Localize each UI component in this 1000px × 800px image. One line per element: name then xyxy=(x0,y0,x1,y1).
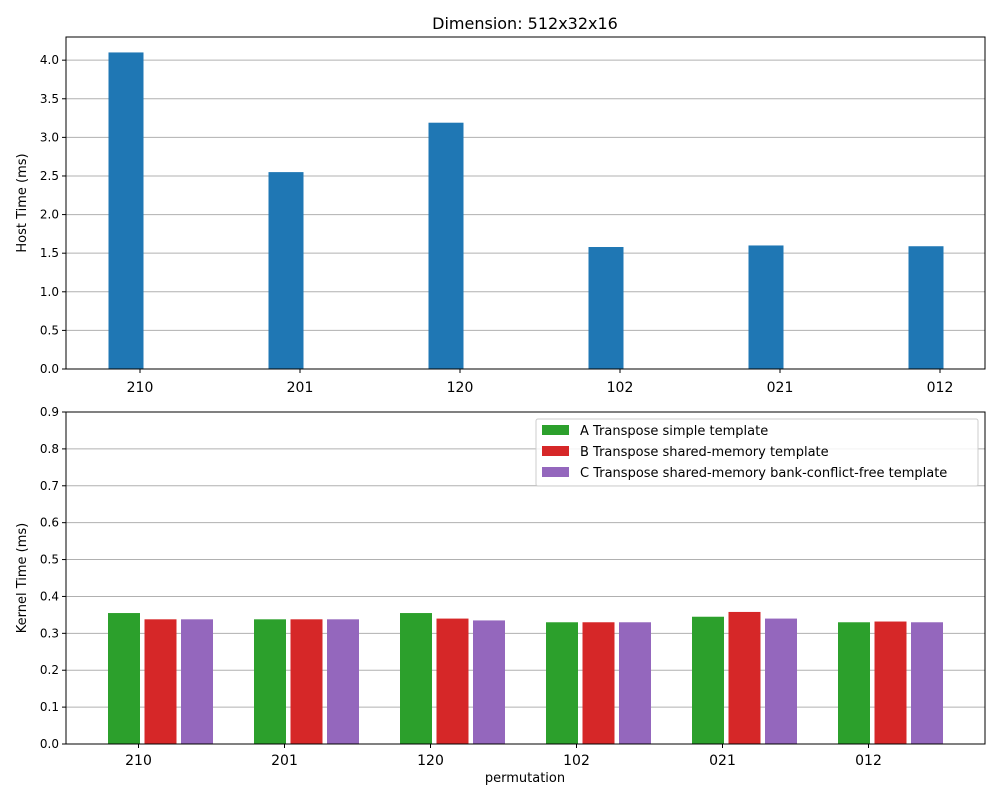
bar xyxy=(108,52,144,369)
y-tick-label: 2.5 xyxy=(40,169,59,183)
y-tick-label: 0.6 xyxy=(40,516,59,530)
bar xyxy=(728,611,761,744)
bar xyxy=(911,622,943,744)
legend-swatch-b xyxy=(542,446,569,456)
bar xyxy=(692,616,724,744)
bar-series xyxy=(108,611,943,744)
x-tick-label: 201 xyxy=(271,753,298,769)
y-tick-label: 0.2 xyxy=(40,663,59,677)
y-tick-label: 0.1 xyxy=(40,700,59,714)
y-tick-label: 0.3 xyxy=(40,626,59,640)
bar xyxy=(108,613,140,744)
y-gridlines xyxy=(66,59,985,370)
y-tick-label: 1.0 xyxy=(40,285,59,299)
y-tick-label: 0.9 xyxy=(40,405,59,419)
x-tick-label: 102 xyxy=(563,753,590,769)
bar xyxy=(582,622,615,744)
x-tick-label: 102 xyxy=(607,380,634,396)
y-tick-label: 1.5 xyxy=(40,246,59,260)
bar xyxy=(748,245,784,369)
bar xyxy=(874,621,907,744)
y-tick-label: 3.5 xyxy=(40,92,59,106)
bar xyxy=(436,618,469,744)
bar-series xyxy=(108,52,944,369)
bar xyxy=(327,619,359,744)
legend-label-b: B Transpose shared-memory template xyxy=(580,445,829,460)
bar xyxy=(268,172,304,369)
x-tick-label: 120 xyxy=(417,753,444,769)
host-time-chart: Dimension: 512x32x16 0.0 0.5 1.0 1.5 2.0 2.5 3… xyxy=(15,14,986,396)
kernel-time-chart: 0.0 0.1 0.2 0.3 0.4 0.5 0.6 0.7 0.8 0.9 210 201 120… xyxy=(15,405,986,786)
bar xyxy=(619,622,651,744)
x-tick-label: 201 xyxy=(287,380,314,396)
x-tick-label: 210 xyxy=(125,753,152,769)
y-tick-label: 2.0 xyxy=(40,208,59,222)
bar xyxy=(428,122,464,369)
bar xyxy=(473,620,505,744)
legend-swatch-a xyxy=(542,425,569,435)
y-axis-title: Kernel Time (ms) xyxy=(15,523,30,634)
bar xyxy=(546,622,578,744)
y-tick-label: 0.8 xyxy=(40,442,59,456)
y-tick-label: 0.4 xyxy=(40,589,59,603)
y-tick-label: 0.5 xyxy=(40,553,59,567)
x-axis-ticks: 210 201 120 102 021 012 xyxy=(125,744,882,769)
y-tick-label: 3.0 xyxy=(40,130,59,144)
bar xyxy=(908,246,944,369)
legend-label-c: C Transpose shared-memory bank-conflict-… xyxy=(580,466,947,481)
y-tick-label: 0.7 xyxy=(40,479,59,493)
y-axis-ticks: 0.0 0.5 1.0 1.5 2.0 2.5 3.0 3.5 4.0 xyxy=(40,53,66,376)
x-tick-label: 021 xyxy=(767,380,794,396)
legend-swatch-c xyxy=(542,467,569,477)
y-tick-label: 0.5 xyxy=(40,323,59,337)
legend-box xyxy=(535,418,979,487)
y-axis-title: Host Time (ms) xyxy=(15,153,30,252)
y-axis-ticks: 0.0 0.1 0.2 0.3 0.4 0.5 0.6 0.7 0.8 0.9 xyxy=(40,405,66,751)
bar xyxy=(144,619,177,744)
bar xyxy=(181,619,213,744)
x-tick-label: 210 xyxy=(127,380,154,396)
x-tick-label: 120 xyxy=(447,380,474,396)
plot-frame xyxy=(65,411,986,745)
x-tick-label: 012 xyxy=(855,753,882,769)
y-tick-label: 0.0 xyxy=(40,362,59,376)
bar xyxy=(765,618,797,744)
x-axis-ticks: 210 201 120 102 021 012 xyxy=(127,369,954,396)
x-tick-label: 012 xyxy=(927,380,954,396)
bar xyxy=(290,619,323,744)
bar xyxy=(254,619,286,744)
bar xyxy=(400,613,432,744)
bar xyxy=(838,622,870,744)
legend: A Transpose simple template B Transpose … xyxy=(535,418,979,487)
bar xyxy=(588,247,624,369)
y-tick-label: 4.0 xyxy=(40,53,59,67)
plot-frame xyxy=(65,36,986,370)
x-axis-title: permutation xyxy=(485,771,565,786)
x-tick-label: 021 xyxy=(709,753,736,769)
chart-title: Dimension: 512x32x16 xyxy=(432,14,618,33)
legend-label-a: A Transpose simple template xyxy=(580,424,768,439)
y-tick-label: 0.0 xyxy=(40,737,59,751)
